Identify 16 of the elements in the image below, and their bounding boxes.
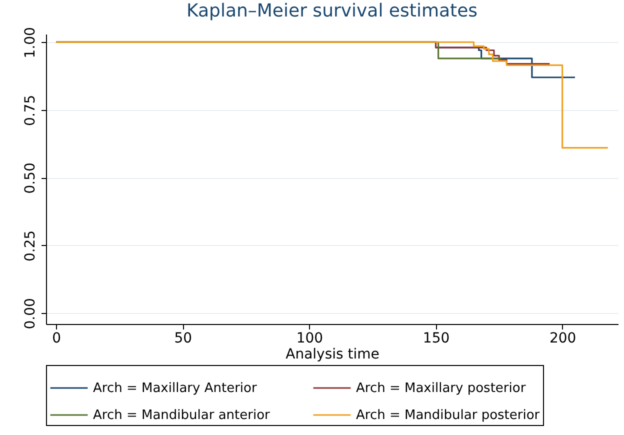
- y-tick-label: 0.00: [22, 298, 38, 330]
- x-tick-label: 150: [422, 330, 450, 346]
- x-axis-title: Analysis time: [286, 346, 380, 362]
- legend-label: Arch = Mandibular posterior: [356, 408, 540, 423]
- chart-title: Kaplan–Meier survival estimates: [186, 0, 478, 22]
- y-tick-label: 1.00: [22, 27, 38, 58]
- x-tick-label: 50: [174, 330, 192, 346]
- y-tick-label: 0.50: [22, 162, 38, 194]
- legend-label: Arch = Mandibular anterior: [93, 408, 271, 423]
- y-tick-label: 0.25: [22, 230, 38, 262]
- y-tick-label: 0.75: [22, 94, 38, 126]
- legend-label: Arch = Maxillary posterior: [356, 381, 526, 396]
- x-tick-label: 100: [296, 330, 324, 346]
- legend-label: Arch = Maxillary Anterior: [93, 381, 258, 396]
- x-tick-label: 0: [52, 330, 62, 346]
- x-tick-label: 200: [549, 330, 576, 346]
